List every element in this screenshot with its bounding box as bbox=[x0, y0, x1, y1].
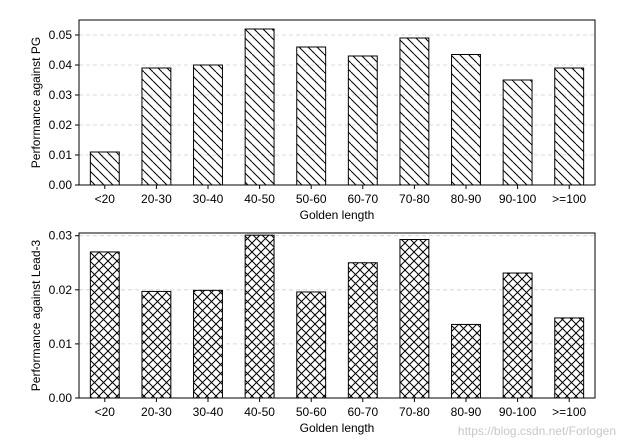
y-tick-label: 0.04 bbox=[49, 58, 73, 72]
bar-70-80 bbox=[399, 37, 430, 186]
bar->=100 bbox=[554, 67, 585, 186]
x-tick-label: 90-100 bbox=[499, 192, 537, 206]
x-tick-label: >=100 bbox=[552, 192, 586, 206]
bar-20-30 bbox=[141, 290, 172, 399]
bar-50-60 bbox=[296, 291, 327, 399]
chart-lead3-panel: 0.00 0.01 0.02 0.03 <20 20-30 30-40 40-50 50-60 6… bbox=[29, 229, 596, 435]
y-tick-label: 0.02 bbox=[49, 283, 73, 297]
x-tick-label: 20-30 bbox=[141, 192, 172, 206]
plot-frame bbox=[78, 232, 596, 399]
bar-20-30 bbox=[141, 67, 172, 186]
x-tick-label: 60-70 bbox=[347, 405, 378, 419]
watermark: https://blog.csdn.net/Forlogen bbox=[457, 424, 616, 438]
x-tick-label: <20 bbox=[95, 192, 116, 206]
x-tick-label: 80-90 bbox=[451, 192, 482, 206]
x-tick-label: 20-30 bbox=[141, 405, 172, 419]
bar-50-60 bbox=[296, 46, 327, 186]
bar-30-40 bbox=[193, 64, 223, 186]
bar->=100 bbox=[554, 317, 585, 399]
x-tick-label: 70-80 bbox=[399, 192, 430, 206]
x-tick-label: 80-90 bbox=[451, 405, 482, 419]
y-tick-label: 0.01 bbox=[49, 148, 73, 162]
x-axis-label: Golden length bbox=[300, 208, 375, 222]
bar-30-40 bbox=[193, 289, 223, 399]
x-tick-label: 90-100 bbox=[499, 405, 537, 419]
x-tick-label: 40-50 bbox=[244, 405, 275, 419]
bar-<20 bbox=[89, 151, 120, 186]
y-tick-label: 0.02 bbox=[49, 118, 73, 132]
x-tick-label: 60-70 bbox=[347, 192, 378, 206]
x-tick-label: 50-60 bbox=[296, 405, 327, 419]
bar-60-70 bbox=[347, 55, 378, 186]
y-tick-label: 0.05 bbox=[49, 28, 73, 42]
y-tick-label: 0.01 bbox=[49, 337, 73, 351]
y-tick-label: 0.03 bbox=[49, 88, 73, 102]
plot-frame bbox=[78, 19, 596, 186]
x-tick-label: 30-40 bbox=[193, 192, 224, 206]
y-axis-label: Performance against PG bbox=[29, 37, 43, 168]
bar-70-80 bbox=[399, 238, 430, 399]
bar-40-50 bbox=[244, 28, 275, 186]
y-axis-label: Performance against Lead-3 bbox=[29, 239, 43, 391]
x-tick-label: 30-40 bbox=[193, 405, 224, 419]
x-tick-label: 70-80 bbox=[399, 405, 430, 419]
bar-60-70 bbox=[347, 262, 378, 399]
x-tick-label: 40-50 bbox=[244, 192, 275, 206]
y-tick-label: 0.00 bbox=[49, 178, 73, 192]
bar-90-100 bbox=[502, 272, 533, 399]
x-tick-label: 50-60 bbox=[296, 192, 327, 206]
bar-80-90 bbox=[451, 54, 481, 186]
bar-90-100 bbox=[502, 79, 533, 186]
bar-80-90 bbox=[451, 323, 481, 399]
x-axis-label: Golden length bbox=[300, 421, 375, 435]
y-tick-label: 0.03 bbox=[49, 229, 73, 243]
chart-pg-panel: 0.00 0.01 0.02 0.03 0.04 0.05 <20 20-30 30-40 40-… bbox=[29, 19, 596, 222]
bar-40-50 bbox=[244, 234, 275, 399]
bar-<20 bbox=[89, 251, 120, 399]
x-tick-label: <20 bbox=[95, 405, 116, 419]
x-tick-label: >=100 bbox=[552, 405, 586, 419]
y-tick-label: 0.00 bbox=[49, 391, 73, 405]
